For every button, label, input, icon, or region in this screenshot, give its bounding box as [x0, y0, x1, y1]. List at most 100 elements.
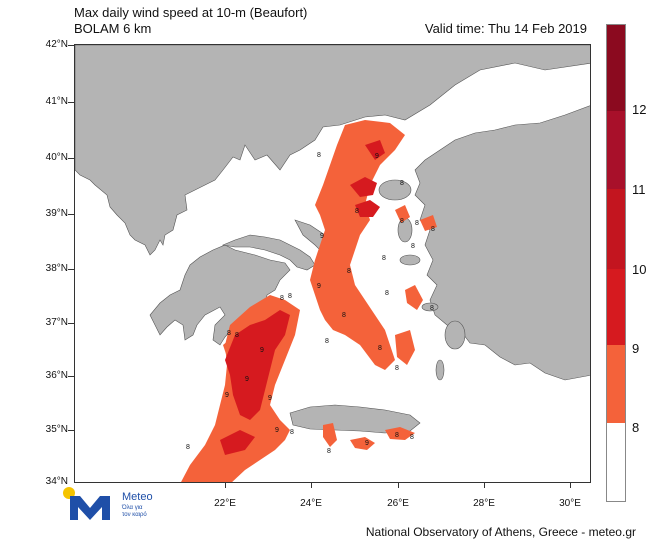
wind-area-cyclades-east [365, 140, 385, 160]
contour-label: 8 [430, 305, 434, 312]
colorbar-segment [607, 269, 625, 345]
samos [399, 254, 421, 266]
wind-level-9 [220, 140, 385, 455]
lat-label: 35°N [45, 424, 68, 435]
colorbar-label: 8 [632, 420, 640, 435]
wind-area-peloponnese-south [225, 310, 290, 420]
lon-label: 24°E [300, 498, 322, 509]
lat-label: 40°N [45, 152, 68, 163]
wind-area-north-aegean [350, 177, 377, 197]
footer-credit: National Observatory of Athens, Greece -… [365, 525, 636, 539]
contour-label: 8 [186, 444, 190, 451]
colorbar-label: 12 [632, 102, 647, 117]
contour-label: 9 [260, 347, 264, 354]
contour-label: 9 [375, 153, 379, 160]
lat-label: 41°N [45, 96, 68, 107]
lon-tick [570, 483, 571, 488]
wind-area-samos [420, 215, 437, 231]
wind-map: 8 9 8 8 9 8 8 8 8 9 8 8 8 8 8 8 9 9 9 8 … [74, 44, 591, 483]
lon-label: 26°E [387, 498, 409, 509]
contour-label: 8 [395, 365, 399, 372]
contour-label: 8 [342, 312, 346, 319]
lon-tick [484, 483, 485, 488]
contour-label: 8 [317, 152, 321, 159]
model-name: BOLAM 6 km [74, 21, 152, 36]
wind-area-chios [395, 205, 410, 223]
logo-tagline: Όλα για τον καιρό [122, 505, 147, 519]
lon-tick [398, 483, 399, 488]
contour-label: 8 [227, 330, 231, 337]
contour-label: 8 [400, 180, 404, 187]
lat-label: 38°N [45, 263, 68, 274]
wind-area-dodecanese [405, 285, 423, 310]
colorbar-label: 9 [632, 341, 640, 356]
lat-label: 34°N [45, 476, 68, 487]
lat-tick [68, 214, 74, 215]
contour-label: 8 [347, 268, 351, 275]
wind-area-crete-south [323, 423, 337, 447]
colorbar-label: 11 [632, 182, 646, 197]
lon-label: 28°E [473, 498, 495, 509]
peloponnese [149, 244, 291, 351]
map-canvas: 8 9 8 8 9 8 8 8 8 9 8 8 8 8 8 8 9 9 9 8 … [75, 45, 590, 482]
lat-tick [68, 45, 74, 46]
lon-tick [225, 483, 226, 488]
colorbar-segment [607, 111, 625, 189]
lat-tick [68, 323, 74, 324]
logo-tagline-line: τον καιρό [122, 512, 147, 518]
wind-area-east-crete [350, 437, 375, 450]
contour-label: 8 [327, 448, 331, 455]
lon-label: 22°E [214, 498, 236, 509]
contour-label: 8 [410, 434, 414, 441]
balkan-landmass [75, 45, 590, 256]
valid-time: Valid time: Thu 14 Feb 2019 [424, 21, 587, 36]
lon-tick [311, 483, 312, 488]
rhodes [444, 320, 466, 350]
contour-label: 8 [325, 338, 329, 345]
lat-label: 37°N [45, 317, 68, 328]
anatolia [414, 105, 590, 381]
meteo-logo-icon [63, 487, 110, 520]
logo-tagline-line: Όλα για [122, 505, 143, 511]
meteo-logo [62, 486, 172, 522]
wind-area-central-aegean [355, 200, 380, 217]
lat-tick [68, 376, 74, 377]
colorbar [606, 24, 626, 502]
logo-name: Meteo [122, 491, 153, 503]
contour-label: 8 [395, 432, 399, 439]
contour-label: 8 [400, 218, 404, 225]
lat-label: 42°N [45, 39, 68, 50]
contour-label: 9 [317, 283, 321, 290]
lat-tick [68, 430, 74, 431]
wind-area-aegean [310, 120, 405, 370]
contour-label: 8 [431, 226, 435, 233]
lat-label: 39°N [45, 208, 68, 219]
lat-tick [68, 269, 74, 270]
lat-label: 36°N [45, 370, 68, 381]
contour-label: 9 [275, 427, 279, 434]
lat-tick [68, 158, 74, 159]
wind-area-south-ionian [220, 430, 255, 455]
map-title: Max daily wind speed at 10-m (Beaufort) [74, 5, 308, 20]
contour-label: 8 [378, 345, 382, 352]
lon-label: 30°E [559, 498, 581, 509]
contour-label: 8 [355, 208, 359, 215]
colorbar-segment [607, 189, 625, 269]
crete [289, 404, 421, 434]
colorbar-segment [607, 25, 625, 111]
kos [421, 302, 439, 312]
contour-label: 9 [225, 392, 229, 399]
contour-label: 8 [411, 243, 415, 250]
wind-area-kasos [385, 427, 415, 440]
colorbar-segment [607, 345, 625, 423]
contour-label: 9 [245, 376, 249, 383]
contour-label: 9 [268, 395, 272, 402]
contour-label: 9 [365, 440, 369, 447]
contour-label: 8 [385, 290, 389, 297]
contour-label: 9 [320, 233, 324, 240]
wind-area-karpathos [395, 330, 415, 365]
contour-label: 8 [382, 255, 386, 262]
contour-label: 8 [235, 332, 239, 339]
contour-label: 8 [288, 293, 292, 300]
lat-tick [68, 102, 74, 103]
